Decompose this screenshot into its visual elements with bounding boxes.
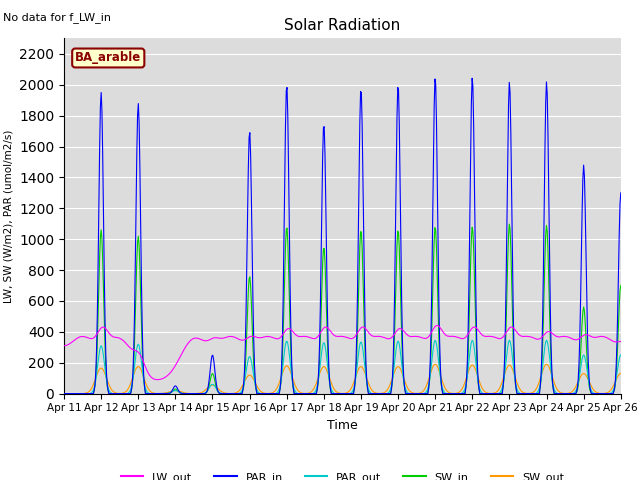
PAR_out xyxy=(214,387,221,393)
SW_in xyxy=(426,367,434,373)
PAR_out xyxy=(127,384,135,390)
SW_out xyxy=(70,391,78,396)
SW_out xyxy=(617,371,625,376)
Title: Solar Radiation: Solar Radiation xyxy=(284,18,401,33)
SW_in xyxy=(506,221,513,227)
PAR_in xyxy=(214,386,221,392)
LW_out xyxy=(185,339,193,345)
PAR_out xyxy=(410,391,418,396)
SW_out xyxy=(184,391,192,396)
Line: PAR_out: PAR_out xyxy=(64,340,621,394)
Text: BA_arable: BA_arable xyxy=(75,51,141,64)
LW_out xyxy=(70,337,78,343)
PAR_in xyxy=(60,391,68,396)
PAR_out xyxy=(184,391,192,396)
Line: PAR_in: PAR_in xyxy=(64,78,621,394)
X-axis label: Time: Time xyxy=(327,419,358,432)
Y-axis label: LW, SW (W/m2), PAR (umol/m2/s): LW, SW (W/m2), PAR (umol/m2/s) xyxy=(3,129,13,303)
SW_out xyxy=(214,385,221,391)
SW_out xyxy=(127,379,135,384)
Line: SW_out: SW_out xyxy=(64,364,621,394)
LW_out xyxy=(214,335,222,341)
PAR_in xyxy=(410,391,418,396)
PAR_in xyxy=(617,190,625,196)
SW_out xyxy=(426,371,434,377)
Line: LW_out: LW_out xyxy=(64,325,621,380)
SW_out xyxy=(543,361,550,367)
SW_in xyxy=(617,283,625,288)
SW_in xyxy=(60,391,68,396)
LW_out xyxy=(153,377,161,383)
SW_in xyxy=(127,387,135,393)
LW_out xyxy=(411,334,419,339)
PAR_in xyxy=(426,357,434,362)
SW_in xyxy=(214,388,221,394)
LW_out xyxy=(127,346,135,352)
Legend: LW_out, PAR_in, PAR_out, SW_in, SW_out: LW_out, PAR_in, PAR_out, SW_in, SW_out xyxy=(116,468,568,480)
LW_out xyxy=(428,330,435,336)
PAR_in xyxy=(127,387,135,393)
LW_out xyxy=(433,323,441,328)
SW_in xyxy=(184,391,192,396)
Text: No data for f_LW_in: No data for f_LW_in xyxy=(3,12,111,23)
PAR_out xyxy=(543,337,550,343)
SW_out xyxy=(60,391,68,396)
LW_out xyxy=(60,343,68,348)
SW_in xyxy=(410,391,418,396)
Line: SW_in: SW_in xyxy=(64,224,621,394)
PAR_in xyxy=(70,391,78,396)
PAR_out xyxy=(426,372,434,378)
PAR_out xyxy=(70,391,78,396)
SW_out xyxy=(410,390,418,396)
PAR_in xyxy=(468,75,476,81)
LW_out xyxy=(617,338,625,344)
PAR_out xyxy=(60,391,68,396)
PAR_out xyxy=(617,352,625,358)
SW_in xyxy=(70,391,78,396)
PAR_in xyxy=(184,391,192,396)
